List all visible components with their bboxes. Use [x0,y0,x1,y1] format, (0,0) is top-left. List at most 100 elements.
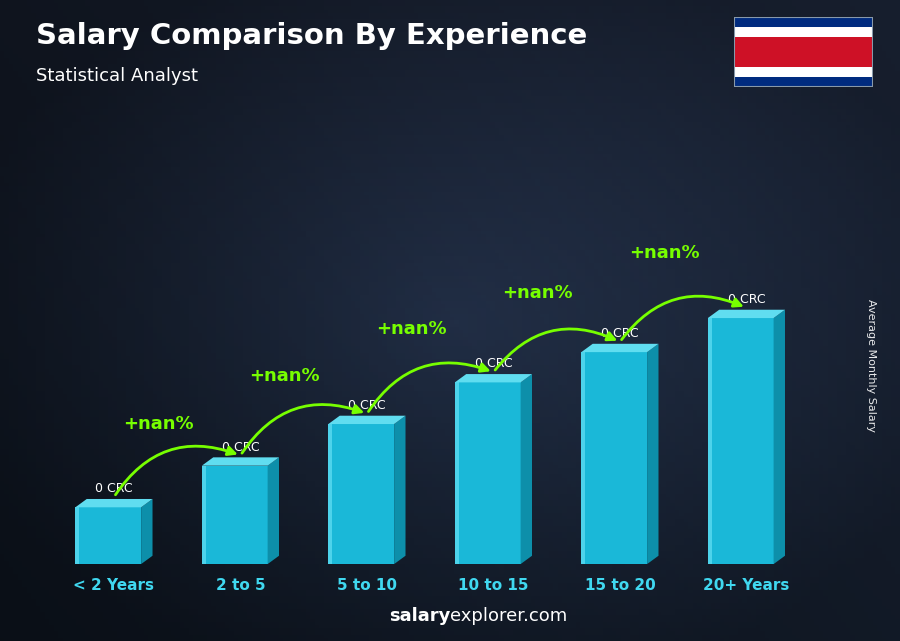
Bar [581,476,647,479]
Bar [328,545,394,548]
Bar [581,511,647,515]
Bar [707,335,774,338]
Bar [202,553,267,554]
Bar [76,524,141,525]
Text: 0 CRC: 0 CRC [221,440,259,454]
Bar [581,539,647,543]
Bar [76,553,141,554]
Bar [454,401,520,404]
Bar [734,17,873,27]
Bar [707,445,774,449]
Bar [76,522,141,524]
Bar [707,506,774,511]
Bar [454,467,520,470]
Bar [76,520,141,522]
Bar [454,543,520,546]
Bar [328,515,394,517]
Bar [707,437,774,441]
Bar [328,524,394,527]
Bar [581,557,647,560]
Bar [328,483,394,485]
Bar [328,541,394,543]
Bar [707,318,712,564]
Bar [454,501,520,504]
Bar [202,523,267,525]
Bar [581,398,647,401]
Text: 0 CRC: 0 CRC [95,482,133,495]
Bar [328,463,394,466]
Bar [328,496,394,499]
Bar [328,489,394,492]
Bar [454,397,520,401]
Bar [202,538,267,540]
Bar [454,513,520,515]
Bar [581,384,647,387]
Bar [328,485,394,487]
Bar [328,494,394,496]
Bar [202,512,267,513]
Bar [76,550,141,551]
Bar [734,37,873,67]
Bar [202,520,267,521]
Bar [707,417,774,420]
Bar [202,525,267,526]
Bar [581,412,647,416]
Bar [581,451,647,454]
Bar [328,548,394,550]
Bar [202,467,267,469]
Bar [454,431,520,434]
Bar [581,454,647,458]
Bar [581,419,647,423]
Bar [76,528,141,529]
Bar [202,470,267,472]
Bar [454,558,520,561]
Bar [454,413,520,416]
Bar [454,492,520,494]
Bar [202,474,267,476]
Bar [454,555,520,558]
Bar [707,547,774,552]
Bar [707,429,774,433]
Bar [581,483,647,487]
Bar [707,404,774,408]
Bar [581,377,647,380]
Bar [454,510,520,513]
Bar [581,373,647,377]
Bar [202,485,267,487]
Bar [581,356,647,359]
Bar [707,560,774,564]
Bar [581,352,647,564]
Bar [734,67,873,77]
Bar [707,318,774,322]
Bar [328,470,394,473]
Text: Salary Comparison By Experience: Salary Comparison By Experience [36,22,587,51]
Bar [707,535,774,540]
Bar [454,519,520,522]
Bar [707,441,774,445]
Bar [454,425,520,428]
Bar [76,529,141,530]
Bar [328,433,394,436]
Bar [734,77,873,87]
Bar [707,453,774,458]
Bar [454,537,520,540]
Bar [328,466,394,469]
Bar [454,388,520,392]
Bar [707,330,774,335]
Bar [454,452,520,455]
Text: salary: salary [389,607,450,625]
Bar [328,436,394,438]
Bar [76,552,141,553]
Bar [202,561,267,562]
Bar [76,537,141,538]
Bar [328,520,394,522]
Bar [202,526,267,528]
Bar [76,507,141,508]
Bar [76,538,141,540]
Bar [581,490,647,494]
Bar [76,548,141,549]
Bar [707,556,774,560]
Bar [707,499,774,503]
Bar [581,504,647,508]
Bar [581,487,647,490]
